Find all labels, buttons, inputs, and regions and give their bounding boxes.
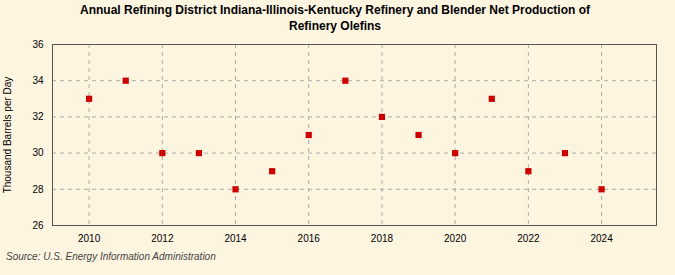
svg-text:30: 30 xyxy=(32,147,44,158)
svg-text:2014: 2014 xyxy=(224,233,247,244)
html-text:Annual Refining District India: Annual Refining District Indiana-Illinoi… xyxy=(80,3,590,33)
svg-text:28: 28 xyxy=(32,184,44,195)
svg-text:2020: 2020 xyxy=(444,233,467,244)
html-text:Source: U.S. Energy Informatio: Source: U.S. Energy Information Administ… xyxy=(6,251,216,263)
svg-text:26: 26 xyxy=(32,220,44,231)
svg-text:32: 32 xyxy=(32,111,44,122)
svg-text:36: 36 xyxy=(32,39,44,50)
svg-text:2022: 2022 xyxy=(517,233,540,244)
svg-text:34: 34 xyxy=(32,75,44,86)
svg-text:2012: 2012 xyxy=(151,233,174,244)
svg-text:2016: 2016 xyxy=(298,233,321,244)
svg-text:2010: 2010 xyxy=(78,233,101,244)
svg-text:2024: 2024 xyxy=(590,233,613,244)
svg-text:Thousand Barrels per Day: Thousand Barrels per Day xyxy=(2,77,13,194)
svg-text:2018: 2018 xyxy=(371,233,394,244)
